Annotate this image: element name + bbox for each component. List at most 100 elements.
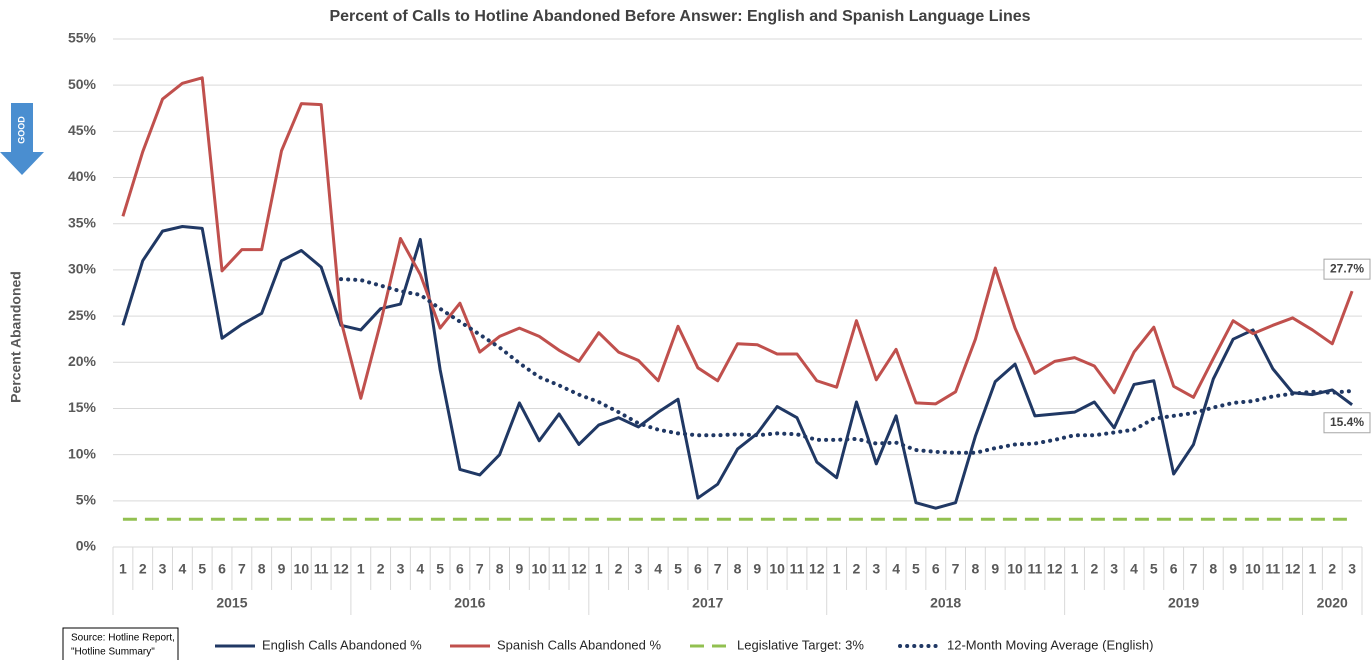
x-tick-label: 2 xyxy=(615,561,623,577)
x-tick-label: 6 xyxy=(218,561,226,577)
x-tick-label: 9 xyxy=(278,561,286,577)
x-tick-label: 8 xyxy=(258,561,266,577)
y-tick-label: 5% xyxy=(76,492,97,508)
x-tick-label: 4 xyxy=(178,561,186,577)
x-tick-label: 4 xyxy=(654,561,662,577)
x-tick-label: 5 xyxy=(198,561,206,577)
series-line xyxy=(121,76,1354,406)
x-tick-label: 3 xyxy=(872,561,880,577)
data-label-box xyxy=(1323,258,1371,280)
x-tick-label: 5 xyxy=(674,561,682,577)
y-tick-label: 25% xyxy=(68,307,97,323)
y-tick-label: 35% xyxy=(68,214,97,230)
y-axis-label: Percent Abandoned xyxy=(8,271,24,403)
x-tick-label: 7 xyxy=(714,561,722,577)
x-tick-label: 11 xyxy=(314,561,329,577)
x-tick-label: 1 xyxy=(1071,561,1079,577)
x-tick-label: 6 xyxy=(694,561,702,577)
legend-label: English Calls Abandoned % xyxy=(262,637,422,652)
legend-label: 12-Month Moving Average (English) xyxy=(947,637,1153,652)
x-tick-label: 10 xyxy=(531,561,547,577)
x-group-label: 2016 xyxy=(454,595,485,611)
x-tick-label: 9 xyxy=(753,561,761,577)
x-tick-label: 10 xyxy=(294,561,310,577)
x-tick-label: 10 xyxy=(1245,561,1261,577)
y-tick-label: 40% xyxy=(68,168,97,184)
x-group-label: 2019 xyxy=(1168,595,1199,611)
x-tick-label: 10 xyxy=(1007,561,1023,577)
x-tick-label: 8 xyxy=(734,561,742,577)
x-tick-label: 8 xyxy=(1209,561,1217,577)
y-tick-label: 20% xyxy=(68,353,97,369)
x-tick-label: 3 xyxy=(1110,561,1118,577)
x-tick-label: 1 xyxy=(833,561,841,577)
source-line: "Hotline Summary" xyxy=(71,647,155,658)
x-tick-label: 4 xyxy=(1130,561,1138,577)
x-tick-label: 12 xyxy=(809,561,825,577)
x-tick-label: 3 xyxy=(1348,561,1356,577)
x-tick-label: 5 xyxy=(1150,561,1158,577)
x-tick-label: 4 xyxy=(416,561,424,577)
x-tick-label: 2 xyxy=(1328,561,1336,577)
good-arrow xyxy=(0,103,44,175)
x-tick-label: 9 xyxy=(516,561,524,577)
data-label: 27.7% xyxy=(1330,261,1364,275)
x-tick-label: 2 xyxy=(1090,561,1098,577)
source-line: Source: Hotline Report, xyxy=(71,633,175,644)
x-tick-label: 5 xyxy=(436,561,444,577)
legend-label: Spanish Calls Abandoned % xyxy=(497,637,662,652)
y-tick-label: 45% xyxy=(68,122,97,138)
x-tick-label: 6 xyxy=(456,561,464,577)
data-label: 15.4% xyxy=(1330,415,1364,429)
y-tick-label: 0% xyxy=(76,538,97,554)
y-tick-label: 30% xyxy=(68,261,97,277)
x-tick-label: 3 xyxy=(397,561,405,577)
data-label-box xyxy=(1323,412,1371,434)
series-line xyxy=(121,225,1353,510)
x-tick-label: 9 xyxy=(991,561,999,577)
x-tick-label: 12 xyxy=(333,561,349,577)
x-tick-label: 3 xyxy=(634,561,642,577)
x-tick-label: 11 xyxy=(552,561,567,577)
x-tick-label: 6 xyxy=(1170,561,1178,577)
x-tick-label: 7 xyxy=(1190,561,1198,577)
x-tick-label: 7 xyxy=(476,561,484,577)
series-line xyxy=(338,277,1355,455)
x-tick-label: 12 xyxy=(1285,561,1301,577)
x-tick-label: 2 xyxy=(139,561,147,577)
x-tick-label: 1 xyxy=(1309,561,1317,577)
x-tick-label: 2 xyxy=(377,561,385,577)
good-label: GOOD xyxy=(16,116,26,144)
x-tick-label: 10 xyxy=(769,561,785,577)
x-tick-label: 7 xyxy=(952,561,960,577)
x-tick-label: 11 xyxy=(790,561,805,577)
x-tick-label: 11 xyxy=(1027,561,1042,577)
x-group-label: 2015 xyxy=(216,595,247,611)
x-tick-label: 3 xyxy=(159,561,167,577)
x-tick-label: 2 xyxy=(853,561,861,577)
y-tick-label: 55% xyxy=(68,30,97,46)
x-tick-label: 12 xyxy=(1047,561,1063,577)
x-tick-label: 7 xyxy=(238,561,246,577)
x-tick-label: 8 xyxy=(496,561,504,577)
y-tick-label: 15% xyxy=(68,399,97,415)
x-tick-label: 1 xyxy=(595,561,603,577)
legend-label: Legislative Target: 3% xyxy=(737,637,864,652)
chart-title: Percent of Calls to Hotline Abandoned Be… xyxy=(329,8,1030,25)
y-tick-label: 10% xyxy=(68,445,97,461)
x-tick-label: 12 xyxy=(571,561,587,577)
x-tick-label: 11 xyxy=(1265,561,1280,577)
x-tick-label: 9 xyxy=(1229,561,1237,577)
source-box xyxy=(62,627,179,660)
x-tick-label: 5 xyxy=(912,561,920,577)
x-group-label: 2018 xyxy=(930,595,961,611)
y-tick-label: 50% xyxy=(68,76,97,92)
x-tick-label: 6 xyxy=(932,561,940,577)
x-tick-label: 8 xyxy=(972,561,980,577)
x-tick-label: 1 xyxy=(119,561,127,577)
x-group-label: 2020 xyxy=(1317,595,1348,611)
x-tick-label: 4 xyxy=(892,561,900,577)
x-tick-label: 1 xyxy=(357,561,365,577)
x-group-label: 2017 xyxy=(692,595,723,611)
